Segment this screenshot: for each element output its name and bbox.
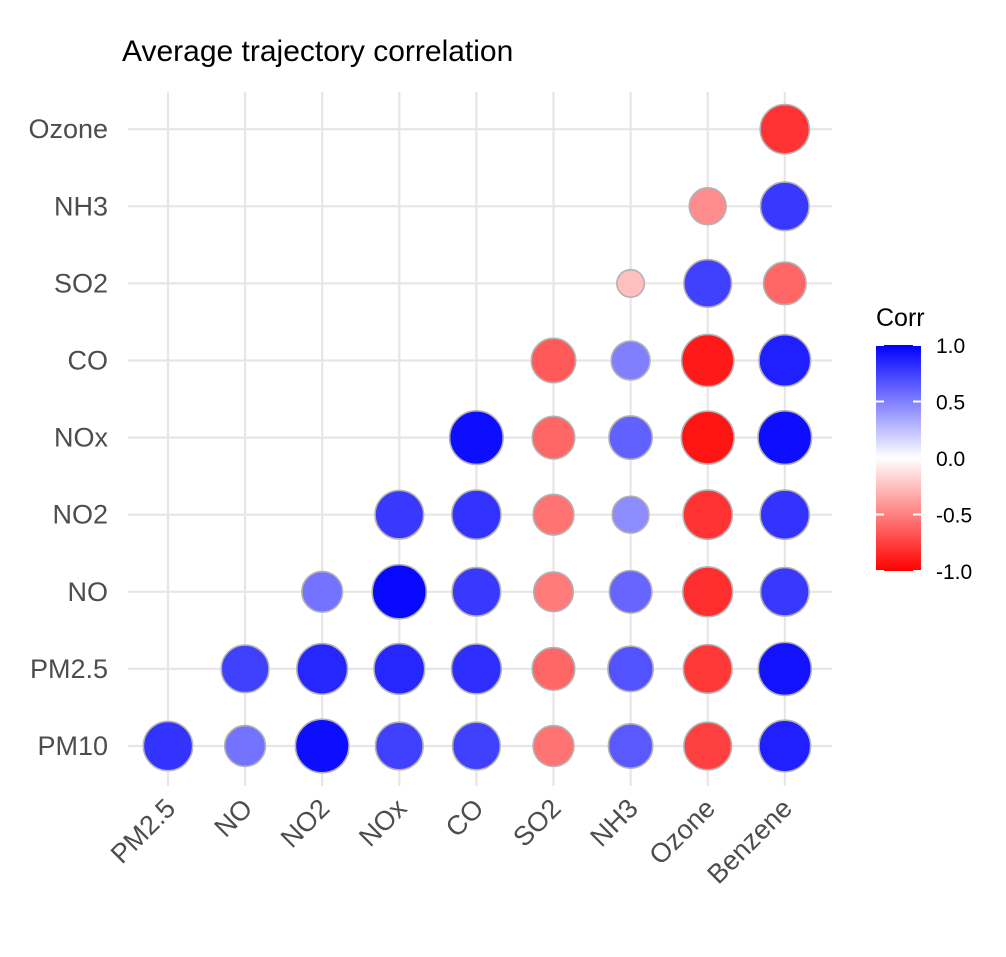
legend-tick-label: -0.5 [936,505,972,528]
legend-title: Corr [876,304,925,332]
x-tick-label: NO [208,793,258,843]
y-tick-label: NOx [54,423,109,453]
x-tick-label: NO2 [275,793,335,853]
correlation-point [611,495,650,534]
legend-tick-label: 0.5 [936,392,965,415]
x-tick-label: Ozone [643,793,720,870]
correlation-point [142,720,194,772]
correlation-point [373,642,426,696]
legend: Corr 1.0 0.5 0.0 -0.5 -1.0 [876,304,972,584]
correlation-point [607,723,654,769]
correlation-point [530,337,577,384]
legend-tick-label: -1.0 [936,561,972,584]
legend-ticks: 1.0 0.5 0.0 -0.5 -1.0 [876,335,972,584]
x-tick-label: NOx [353,793,413,853]
correlation-point [294,718,350,774]
correlation-point [531,646,576,692]
correlation-point [532,724,575,768]
y-tick-label: Ozone [28,114,108,144]
correlation-point [688,187,727,226]
legend-tick-label: 1.0 [936,335,965,358]
correlation-point [681,566,734,618]
correlation-point [682,489,734,541]
correlation-point [301,570,344,613]
x-tick-label: Benzene [701,793,798,890]
y-tick-label: CO [68,346,109,376]
correlation-point [607,645,655,693]
correlation-point [757,409,813,466]
x-tick-label: CO [440,793,490,843]
correlation-point [762,261,807,306]
y-tick-label: SO2 [54,268,108,298]
correlation-point [757,641,813,697]
correlation-points [142,103,813,774]
correlation-point [448,409,505,466]
y-axis-labels: PM10 PM2.5 NO NO2 NOx CO SO2 NH3 Ozone [28,114,108,761]
chart-title: Average trajectory correlation [122,35,513,68]
correlation-point [682,643,733,694]
correlation-point [683,721,733,771]
correlation-point [759,566,810,617]
correlation-point [680,410,735,465]
y-tick-label: PM10 [37,731,108,761]
correlation-point [451,566,502,617]
correlation-point [532,571,575,613]
x-tick-label: PM2.5 [105,793,181,869]
correlation-point [683,258,733,309]
correlation-point [220,644,270,694]
y-tick-label: PM2.5 [30,654,108,684]
correlation-point [759,181,810,232]
x-tick-label: SO2 [507,793,566,852]
correlation-point [532,493,575,536]
correlation-point [451,489,502,541]
correlation-point [759,489,811,541]
correlation-point [531,415,576,460]
x-tick-label: NH3 [584,793,643,852]
correlation-point [758,719,812,773]
y-tick-label: NO [68,577,109,607]
correlation-point [451,721,502,771]
correlation-point [608,415,654,461]
correlation-point [374,721,424,771]
correlation-point [610,340,651,381]
correlation-point [374,489,425,540]
correlation-point [758,333,812,388]
correlation-point [608,569,653,614]
correlation-point [450,643,503,695]
y-tick-label: NH3 [54,191,108,221]
correlation-point [371,563,428,620]
correlation-point [296,642,349,696]
correlation-point [223,724,267,768]
correlation-point [680,333,735,388]
y-tick-label: NO2 [52,500,108,530]
correlation-point [616,268,646,298]
legend-tick-label: 0.0 [936,448,965,471]
correlation-point [759,103,811,155]
